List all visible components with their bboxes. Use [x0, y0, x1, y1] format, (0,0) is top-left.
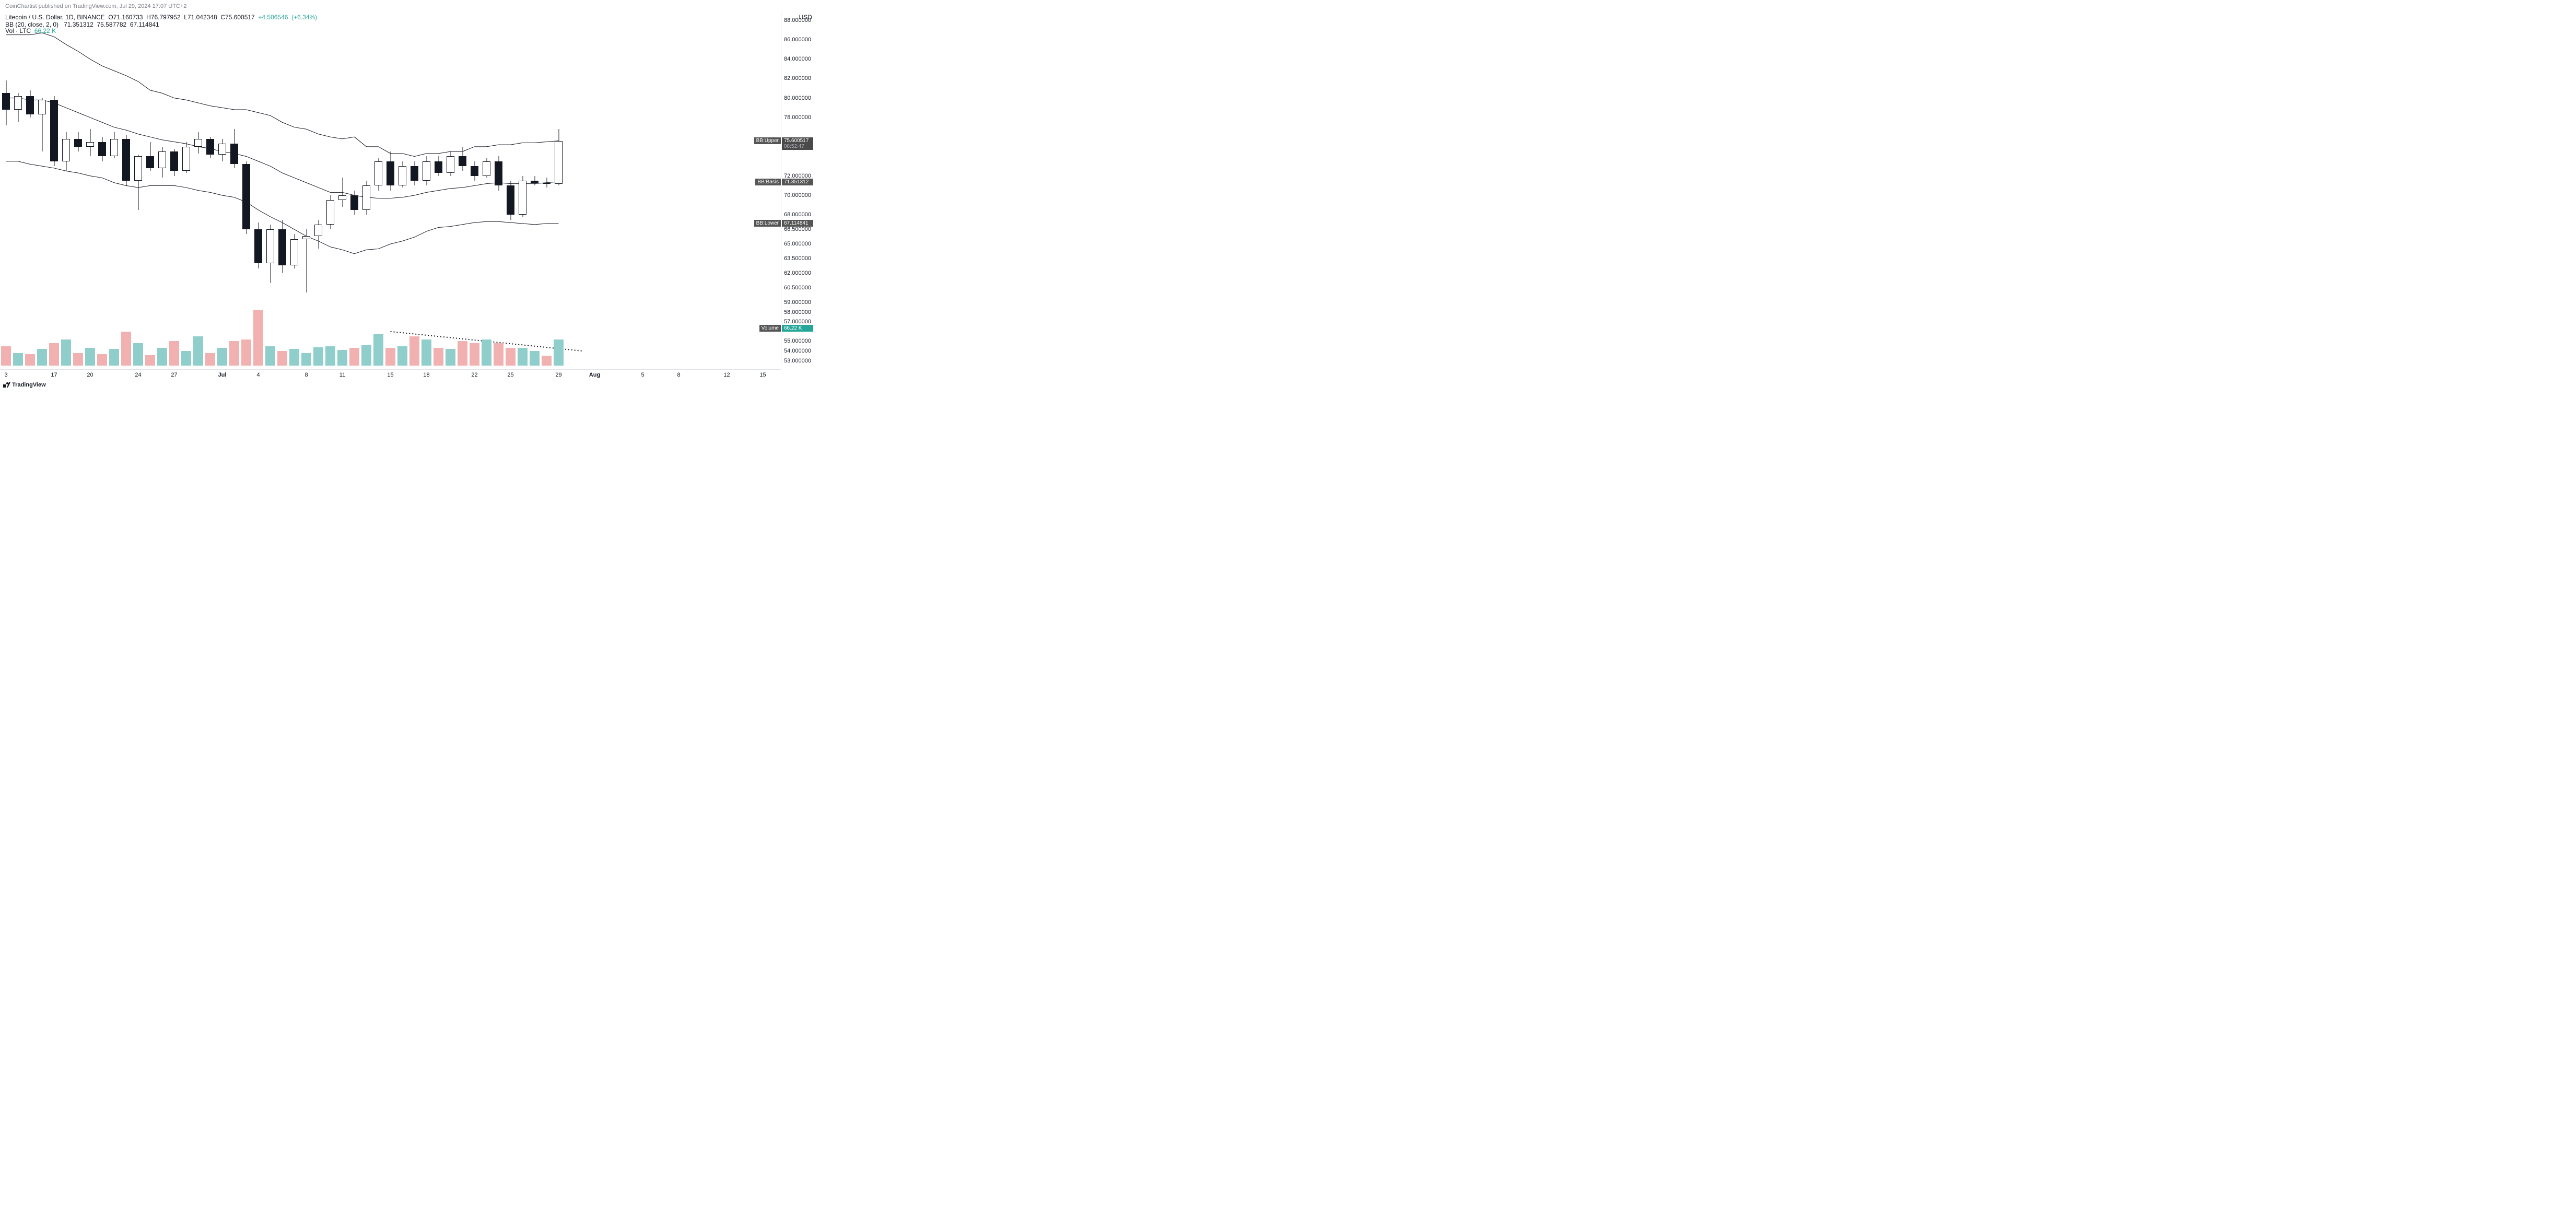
volume-bar: [506, 348, 516, 366]
volume-bar: [313, 347, 323, 366]
volume-bar: [542, 356, 552, 366]
y-tick: 57.000000: [784, 319, 811, 325]
volume-bar: [61, 339, 71, 366]
x-tick: 11: [339, 372, 345, 378]
y-tick: 55.000000: [784, 338, 811, 344]
y-axis: 88.000000 86.000000 84.000000 82.000000 80.0…: [781, 10, 815, 366]
y-tick: 86.000000: [784, 37, 811, 43]
x-tick: 8: [677, 372, 680, 378]
x-tick: 27: [171, 372, 177, 378]
volume-bar: [349, 348, 359, 366]
volume-bar: [169, 341, 179, 366]
volume-bar: [181, 351, 191, 366]
y-tick: 68.000000: [784, 212, 811, 218]
x-tick: 5: [641, 372, 644, 378]
y-tick: 66.500000: [784, 226, 811, 232]
x-tick: Aug: [589, 372, 600, 378]
volume-bar: [434, 348, 443, 366]
volume-bar: [217, 348, 227, 366]
volume-bar: [373, 334, 383, 366]
volume-bar: [458, 341, 467, 366]
x-tick: 17: [51, 372, 57, 378]
y-tick: 78.000000: [784, 114, 811, 121]
volume-bar: [97, 354, 107, 366]
x-tick: 15: [387, 372, 393, 378]
axis-tag-label: Volume: [759, 325, 781, 332]
volume-bar: [85, 348, 95, 366]
volume-bar: [25, 354, 35, 366]
y-tick: 82.000000: [784, 75, 811, 81]
volume-bar: [49, 343, 59, 366]
y-tick: 54.000000: [784, 348, 811, 354]
volume-bar: [470, 343, 479, 366]
volume-bar: [265, 346, 275, 366]
publish-info: CoinChartist published on TradingView.co…: [5, 3, 186, 9]
volume-bar: [325, 346, 335, 366]
x-axis: 3 17 20 24 27 Jul 4 8 11 15 18 22 25 29 Aug 5 8 12 15: [0, 369, 781, 380]
x-tick: 18: [423, 372, 429, 378]
volume-bar: [109, 349, 119, 366]
volume-bar: [1, 346, 11, 366]
y-tick: 84.000000: [784, 56, 811, 62]
volume-bar: [337, 350, 347, 366]
volume-bar: [482, 339, 491, 366]
axis-tag-value: 71.351312: [782, 179, 813, 185]
volume-bar: [241, 339, 251, 366]
y-tick: 58.000000: [784, 309, 811, 315]
y-tick: 65.000000: [784, 241, 811, 247]
y-tick: 70.000000: [784, 192, 811, 198]
y-tick: 59.000000: [784, 299, 811, 306]
volume-bar: [121, 332, 131, 366]
tradingview-logo: TradingView: [3, 382, 46, 388]
volume-bar: [494, 343, 504, 366]
axis-tag-value: 67.114841: [782, 220, 813, 227]
volume-bar: [253, 310, 263, 366]
volume-bar: [361, 345, 371, 366]
volume-bar: [277, 351, 287, 366]
axis-tag-value: 66.22 K: [782, 325, 813, 332]
volume-bar: [446, 349, 455, 366]
volume-bar: [530, 351, 540, 366]
y-tick: 63.500000: [784, 255, 811, 262]
x-tick: 15: [759, 372, 766, 378]
x-tick: 25: [507, 372, 513, 378]
x-tick: 29: [555, 372, 561, 378]
volume-bar: [301, 353, 311, 366]
axis-tag-value: 08:52:47: [782, 143, 813, 150]
axis-tag-label: BB:Upper: [754, 137, 781, 144]
volume-bar: [518, 348, 528, 366]
volume-bar: [133, 343, 143, 366]
volume-bar: [145, 355, 155, 366]
x-tick: 4: [256, 372, 260, 378]
y-tick: 60.500000: [784, 285, 811, 291]
y-tick: 53.000000: [784, 358, 811, 364]
volume-bar: [385, 348, 395, 366]
x-tick: Jul: [218, 372, 227, 378]
x-tick: 20: [87, 372, 93, 378]
volume-bar: [193, 336, 203, 366]
volume-bar: [229, 341, 239, 366]
axis-tag-label: BB:Lower: [754, 220, 781, 227]
volume-bar: [13, 353, 23, 366]
volume-bar: [421, 339, 431, 366]
volume-bar: [409, 336, 419, 366]
x-tick: 3: [4, 372, 7, 378]
x-tick: 22: [471, 372, 477, 378]
volume-bar: [554, 339, 564, 366]
price-chart[interactable]: [0, 10, 781, 366]
y-tick: 62.000000: [784, 270, 811, 276]
volume-bar: [397, 346, 407, 366]
axis-tag-label: BB:Basis: [755, 179, 781, 185]
x-tick: 24: [135, 372, 141, 378]
x-tick: 8: [305, 372, 308, 378]
y-tick: 88.000000: [784, 17, 811, 24]
y-tick: 80.000000: [784, 95, 811, 101]
volume-bar: [157, 348, 167, 366]
x-tick: 12: [723, 372, 730, 378]
volume-bar: [73, 353, 83, 366]
volume-bar: [37, 349, 47, 366]
volume-bar: [289, 349, 299, 366]
volume-bar: [205, 353, 215, 366]
